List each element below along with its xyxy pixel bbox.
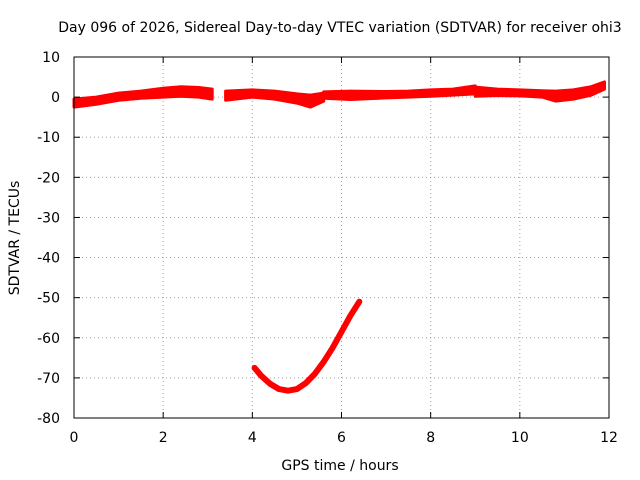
y-tick-label: -30 <box>37 210 60 226</box>
series-band-4 <box>473 80 606 103</box>
y-tick-label: -10 <box>37 130 60 146</box>
series-band-1 <box>72 85 214 109</box>
y-tick-label: -60 <box>37 331 60 347</box>
y-tick-label: -80 <box>37 411 60 427</box>
y-tick-label: -50 <box>37 291 60 307</box>
x-tick-label: 2 <box>159 430 168 446</box>
x-tick-label: 0 <box>70 430 79 446</box>
tick-layer: 0 2 4 6 8 10 12 10 0 -10 -20 -30 -40 -50 -60 -70 -80 <box>37 50 618 446</box>
data-layer <box>72 80 606 394</box>
x-tick-label: 10 <box>511 430 529 446</box>
x-tick-label: 8 <box>426 430 435 446</box>
y-tick-label: 0 <box>51 90 60 106</box>
y-tick-label: 10 <box>42 50 60 66</box>
series-band-3 <box>322 84 477 101</box>
x-tick-label: 12 <box>600 430 618 446</box>
chart-title: Day 096 of 2026, Sidereal Day-to-day VTE… <box>58 20 621 36</box>
y-tick-label: -20 <box>37 170 60 186</box>
y-axis-label: SDTVAR / TECUs <box>7 181 23 296</box>
x-tick-label: 4 <box>248 430 257 446</box>
y-tick-label: -70 <box>37 371 60 387</box>
series-band-2 <box>224 88 326 109</box>
series-arc-1 <box>251 298 363 394</box>
y-tick-label: -40 <box>37 251 60 267</box>
x-axis-label: GPS time / hours <box>281 458 398 474</box>
grid-layer <box>74 57 609 418</box>
x-tick-label: 6 <box>337 430 346 446</box>
